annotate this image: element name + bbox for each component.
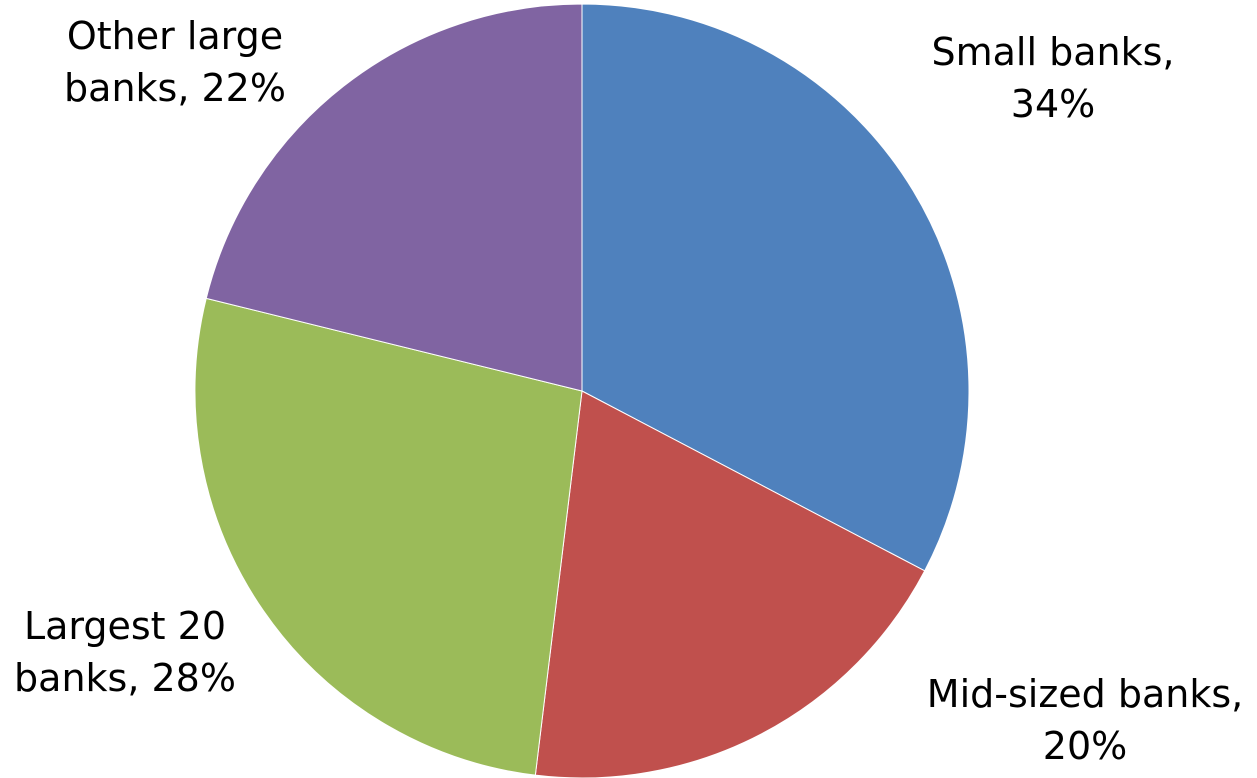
label-largest-20-banks-line-1: Largest 20 [23, 604, 227, 648]
label-small-banks-line-1: Small banks, [931, 30, 1175, 74]
label-largest-20-banks-line-2: banks, 28% [14, 656, 236, 700]
label-other-large-banks: Other large banks, 22% [45, 10, 305, 114]
pie-slice-small-banks [581, 3, 970, 572]
label-mid-sized-banks-line-2: 20% [1042, 724, 1128, 768]
label-mid-sized-banks: Mid-sized banks, 20% [920, 668, 1250, 772]
label-mid-sized-banks-line-1: Mid-sized banks, [926, 672, 1244, 716]
label-small-banks-line-2: 34% [1010, 82, 1096, 126]
label-other-large-banks-line-1: Other large [66, 14, 284, 58]
pie-slices [194, 3, 970, 778]
label-small-banks: Small banks, 34% [923, 26, 1183, 130]
pie-slice-other-large-banks [205, 3, 583, 392]
label-largest-20-banks: Largest 20 banks, 28% [0, 600, 250, 704]
label-other-large-banks-line-2: banks, 22% [64, 66, 286, 110]
pie-slice-largest-20-banks [194, 297, 583, 776]
